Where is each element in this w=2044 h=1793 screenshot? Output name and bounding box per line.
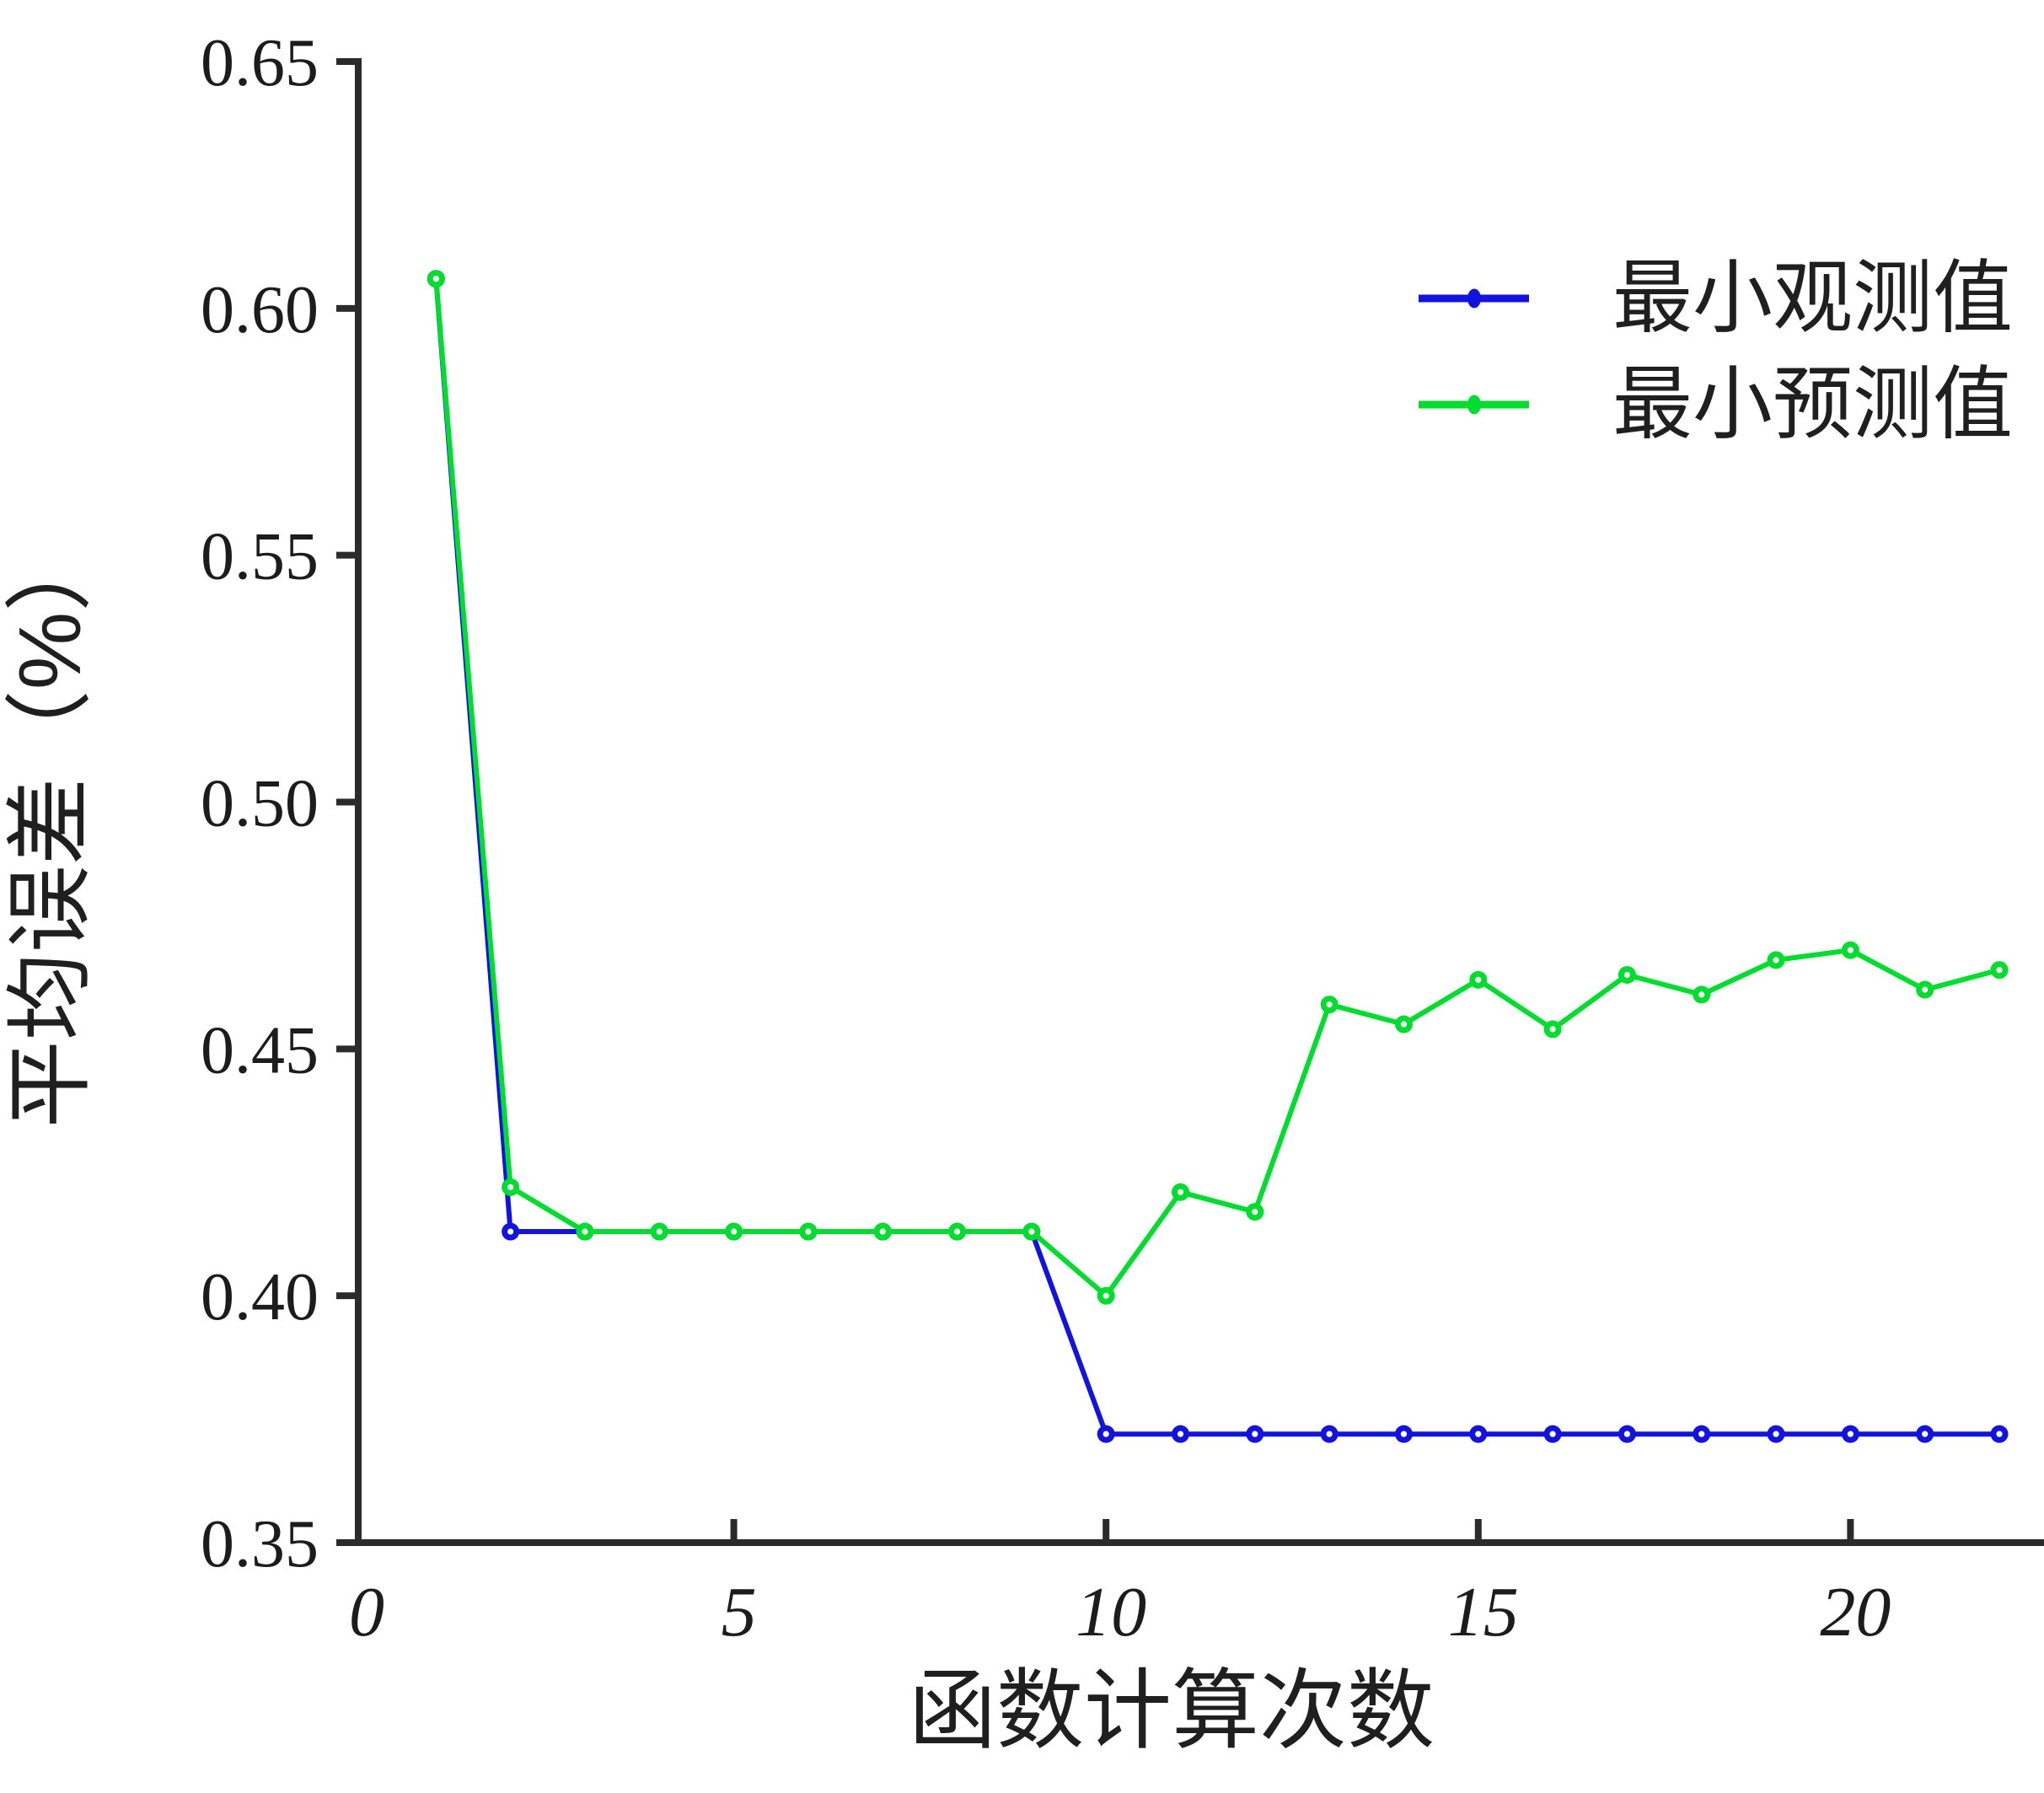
x-tick-label: 0 (349, 1573, 384, 1651)
data-point-marker-hole (1028, 1228, 1035, 1235)
data-point-marker-hole (805, 1228, 812, 1235)
data-point-marker-hole (1252, 1431, 1258, 1437)
legend: 最小观测值 最小预测值 (1419, 254, 2013, 449)
data-point-marker-hole (1326, 1431, 1333, 1437)
data-point-marker-hole (1549, 1026, 1556, 1033)
plot-series (427, 270, 2009, 1443)
x-tick-label: 15 (1448, 1573, 1519, 1651)
x-tick-label: 20 (1820, 1573, 1891, 1651)
data-point-marker-hole (656, 1228, 663, 1235)
x-tick-label: 5 (722, 1573, 757, 1651)
data-point-marker-hole (507, 1184, 514, 1190)
data-point-marker-hole (879, 1228, 886, 1235)
y-tick-label: 0.45 (201, 1013, 319, 1087)
data-point-marker-hole (582, 1228, 588, 1235)
y-tick-label: 0.40 (201, 1260, 319, 1334)
data-point-marker-hole (1549, 1431, 1556, 1437)
y-tick-label: 0.50 (201, 767, 319, 841)
legend-label: 最小预测值 (1612, 360, 2013, 449)
legend-item-min-observed[interactable]: 最小观测值 (1419, 254, 2013, 343)
data-point-marker-hole (1773, 1431, 1779, 1437)
data-point-marker-hole (507, 1228, 514, 1235)
data-point-marker-hole (1475, 1431, 1482, 1437)
data-point-marker-hole (432, 276, 439, 282)
data-point-marker-hole (1922, 986, 1929, 993)
data-point-marker-hole (1698, 991, 1705, 998)
data-point-marker-hole (1177, 1431, 1184, 1437)
data-point-marker-hole (1400, 1431, 1408, 1437)
y-tick-label: 0.60 (201, 273, 319, 347)
data-point-marker-hole (1400, 1021, 1408, 1028)
series-min-predicted (427, 270, 2009, 1305)
data-point-marker-hole (1623, 971, 1631, 979)
legend-item-min-predicted[interactable]: 最小预测值 (1419, 360, 2013, 449)
x-axis-ticks: 0 5 10 15 20 (349, 1519, 1891, 1651)
legend-marker-icon (1467, 288, 1481, 309)
data-point-marker-hole (1326, 1001, 1333, 1008)
series-polyline (433, 276, 2002, 1437)
data-point-marker-hole (953, 1228, 961, 1235)
data-point-marker-hole (1922, 1431, 1929, 1437)
legend-marker-icon (1467, 395, 1481, 415)
data-point-marker-hole (1996, 1431, 2003, 1437)
data-point-marker-hole (1996, 967, 2003, 974)
y-tick-label: 0.65 (201, 26, 319, 100)
data-point-marker-hole (1847, 947, 1854, 953)
x-axis-title: 函数计算次数 (909, 1662, 1435, 1760)
x-tick-label: 10 (1076, 1573, 1146, 1651)
y-tick-label: 0.35 (201, 1507, 319, 1581)
data-point-marker-hole (1847, 1431, 1854, 1437)
y-tick-label: 0.55 (201, 520, 319, 594)
series-polyline (433, 276, 2002, 1299)
data-point-marker-hole (1102, 1431, 1109, 1437)
data-point-marker-hole (1623, 1431, 1631, 1437)
data-point-marker-hole (1475, 976, 1482, 983)
data-point-marker-hole (1177, 1189, 1184, 1195)
data-point-marker-hole (730, 1228, 738, 1235)
y-axis-ticks: 0.35 0.40 0.45 0.50 0.55 0.60 0.65 (201, 26, 358, 1581)
legend-label: 最小观测值 (1612, 254, 2013, 343)
data-point-marker-hole (1773, 957, 1779, 964)
y-axis-title: 平均误差（%） (2, 524, 99, 1128)
data-point-marker-hole (1102, 1292, 1109, 1299)
data-point-marker-hole (1252, 1209, 1258, 1216)
data-point-marker-hole (1698, 1431, 1705, 1437)
